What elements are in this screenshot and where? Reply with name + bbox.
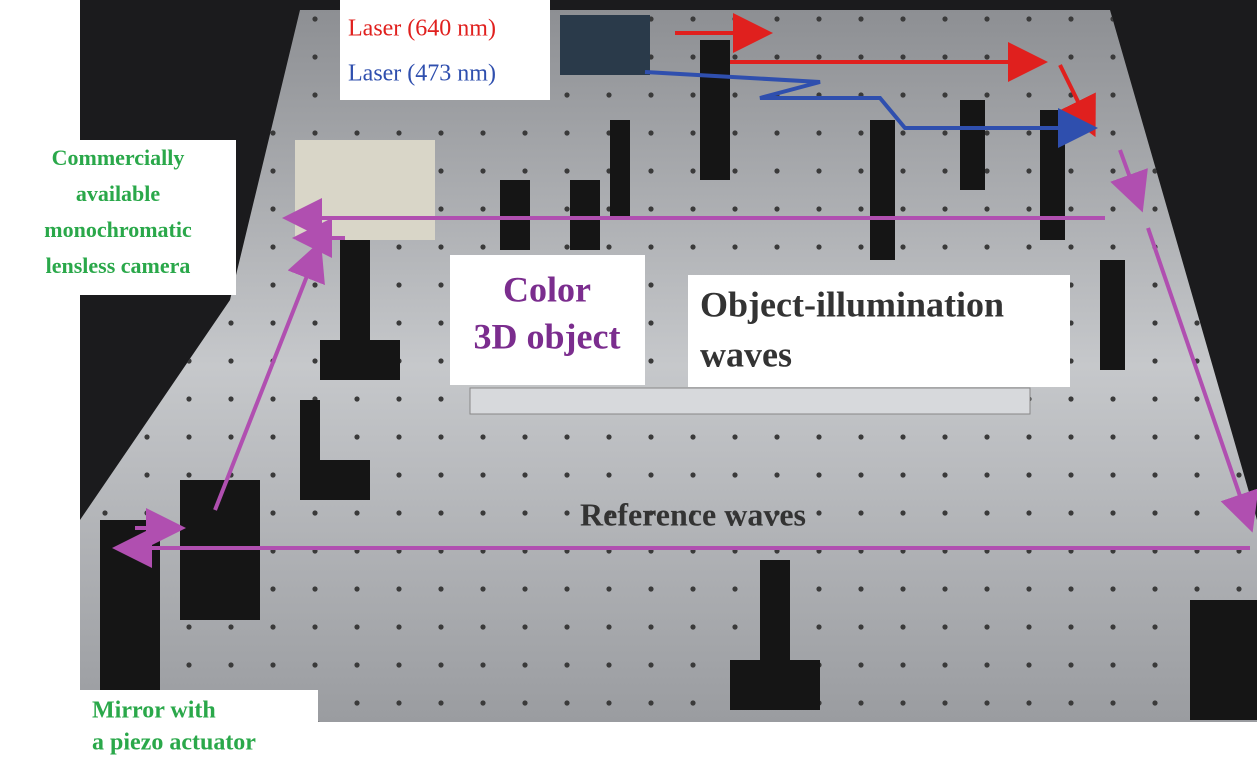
label-box xyxy=(80,690,318,763)
camera-label: Commercially xyxy=(52,145,185,170)
optics xyxy=(100,15,1257,720)
laser-red-label: Laser (640 nm) xyxy=(348,16,496,42)
blue-beam xyxy=(644,70,1098,148)
illumination-label: waves xyxy=(700,334,792,374)
object-label: Color xyxy=(503,269,591,309)
label-box xyxy=(688,275,1070,387)
reference-wave-arrow xyxy=(1146,227,1257,533)
object-wave-arrow xyxy=(1110,149,1148,213)
camera-label: available xyxy=(76,181,161,206)
ruler xyxy=(469,387,1031,415)
labels: Laser (640 nm) Laser (473 nm) Commercial… xyxy=(0,0,1070,763)
laser-blue-label: Laser (473 nm) xyxy=(348,61,496,87)
illumination-label: Object-illumination xyxy=(700,284,1004,324)
label-box xyxy=(340,0,550,100)
object-label: 3D object xyxy=(474,316,621,356)
mirror-label: a piezo actuator xyxy=(92,730,256,756)
mirror-label: Mirror with xyxy=(92,698,216,724)
camera-label: lensless camera xyxy=(46,253,191,278)
label-box xyxy=(450,255,645,385)
camera-label: monochromatic xyxy=(44,217,192,242)
label-box xyxy=(0,140,236,295)
reference-wave-arrow xyxy=(213,240,325,511)
reference-label: Reference waves xyxy=(580,496,806,532)
beam-arrows xyxy=(112,13,1257,568)
